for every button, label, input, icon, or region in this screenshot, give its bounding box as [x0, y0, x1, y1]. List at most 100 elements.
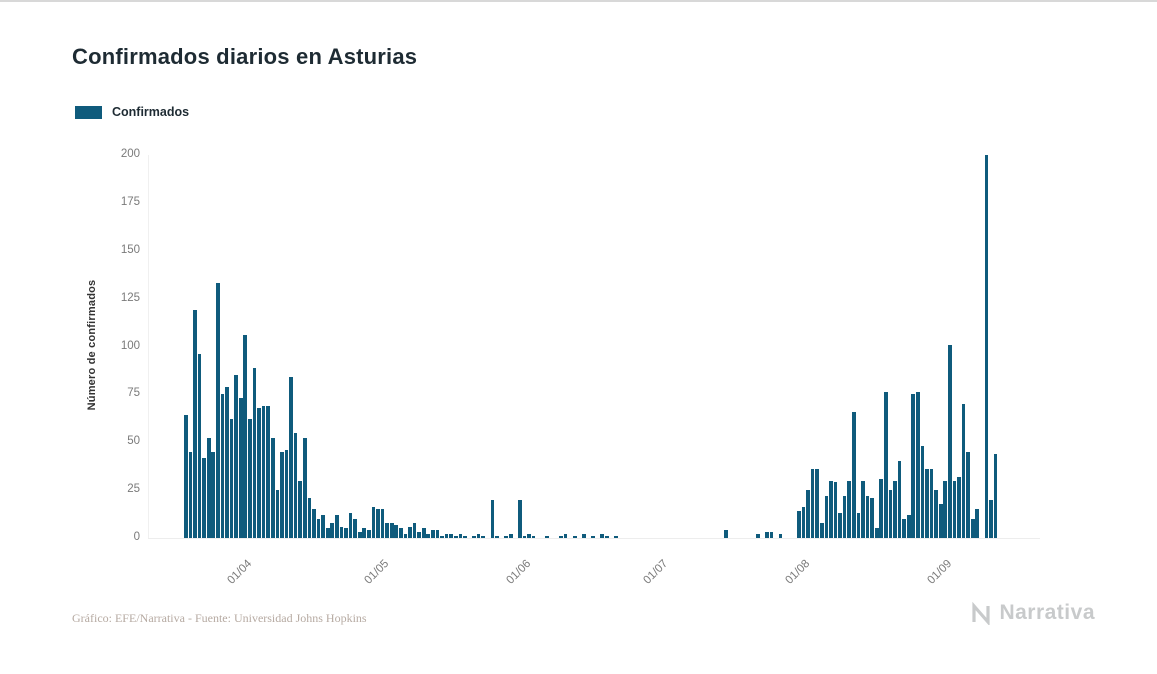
bar — [426, 534, 431, 538]
bar — [572, 536, 577, 538]
bar — [307, 497, 312, 538]
x-tick-label: 01/05 — [362, 557, 392, 587]
bar — [206, 438, 211, 538]
bar — [559, 536, 563, 538]
bar — [600, 534, 604, 538]
x-tick-label: 01/09 — [925, 557, 955, 587]
bar — [815, 469, 820, 538]
bar — [385, 522, 389, 538]
bar — [975, 509, 980, 538]
bar — [371, 507, 376, 538]
bar — [403, 534, 408, 538]
bar — [961, 403, 966, 538]
bar — [376, 509, 380, 538]
bar — [252, 367, 257, 538]
bar — [970, 518, 975, 538]
y-tick-label: 150 — [120, 243, 140, 256]
bar — [797, 511, 801, 538]
bar — [316, 518, 321, 538]
bar — [449, 534, 454, 538]
bar — [463, 536, 467, 538]
bar — [243, 335, 248, 538]
y-tick-label: 0 — [133, 531, 140, 543]
bar — [861, 480, 865, 538]
bar — [801, 507, 806, 538]
bar — [202, 457, 206, 538]
bar — [193, 310, 197, 538]
bar — [765, 532, 769, 538]
bar — [275, 490, 280, 538]
source-credit: Gráfico: EFE/Narrativa - Fuente: Univers… — [72, 611, 367, 625]
bar — [421, 528, 426, 538]
bar — [810, 469, 815, 538]
bar — [339, 526, 344, 538]
bar — [453, 536, 458, 538]
x-tick-label: 01/06 — [504, 557, 534, 587]
bar — [435, 530, 440, 538]
bar — [431, 530, 435, 538]
y-tick-label: 100 — [120, 339, 140, 352]
y-tick-label: 200 — [120, 148, 140, 160]
narrativa-logo-icon — [972, 601, 991, 625]
bar — [234, 375, 238, 538]
y-tick-label: 75 — [127, 387, 140, 400]
bar — [357, 532, 362, 538]
bar — [893, 480, 897, 538]
bar — [778, 534, 783, 538]
y-tick-label: 125 — [120, 291, 140, 304]
bar — [614, 536, 618, 538]
bar — [957, 476, 961, 538]
bar — [417, 532, 421, 538]
bar — [261, 405, 266, 538]
bar — [238, 398, 243, 538]
bar — [504, 536, 508, 538]
bar — [517, 499, 522, 538]
bar — [362, 528, 367, 538]
bar — [220, 394, 225, 538]
bar — [188, 451, 193, 538]
bar — [984, 155, 989, 538]
bar — [495, 536, 499, 538]
bar — [925, 469, 929, 538]
bar — [916, 392, 920, 538]
bar — [389, 522, 394, 538]
bar — [604, 536, 609, 538]
bar — [211, 451, 216, 538]
bar — [394, 524, 399, 538]
bar — [874, 528, 879, 538]
bar — [824, 495, 829, 538]
bar — [490, 499, 495, 538]
bar — [380, 509, 385, 538]
bar — [723, 530, 728, 538]
bar — [527, 534, 531, 538]
bar — [888, 490, 893, 538]
bar — [344, 528, 348, 538]
bar — [412, 522, 417, 538]
bar — [312, 509, 316, 538]
bar — [334, 515, 339, 538]
bar — [902, 518, 906, 538]
bar — [399, 528, 403, 538]
bar — [348, 513, 353, 538]
bar — [943, 480, 948, 538]
bar — [829, 480, 833, 538]
bar — [920, 446, 925, 538]
bar — [906, 515, 911, 538]
narrativa-logo-text: Narrativa — [999, 601, 1095, 624]
bar — [248, 419, 252, 538]
bar — [440, 536, 444, 538]
bar — [266, 405, 271, 538]
bar — [225, 386, 229, 538]
bar — [842, 495, 847, 538]
x-tick-label: 01/08 — [783, 557, 813, 587]
bar — [851, 411, 856, 538]
bar — [838, 513, 842, 538]
bar — [293, 432, 298, 538]
bar — [819, 522, 824, 538]
bar — [989, 499, 993, 538]
bar — [806, 490, 810, 538]
bar — [197, 354, 202, 538]
bar — [582, 534, 586, 538]
bar — [545, 536, 550, 538]
